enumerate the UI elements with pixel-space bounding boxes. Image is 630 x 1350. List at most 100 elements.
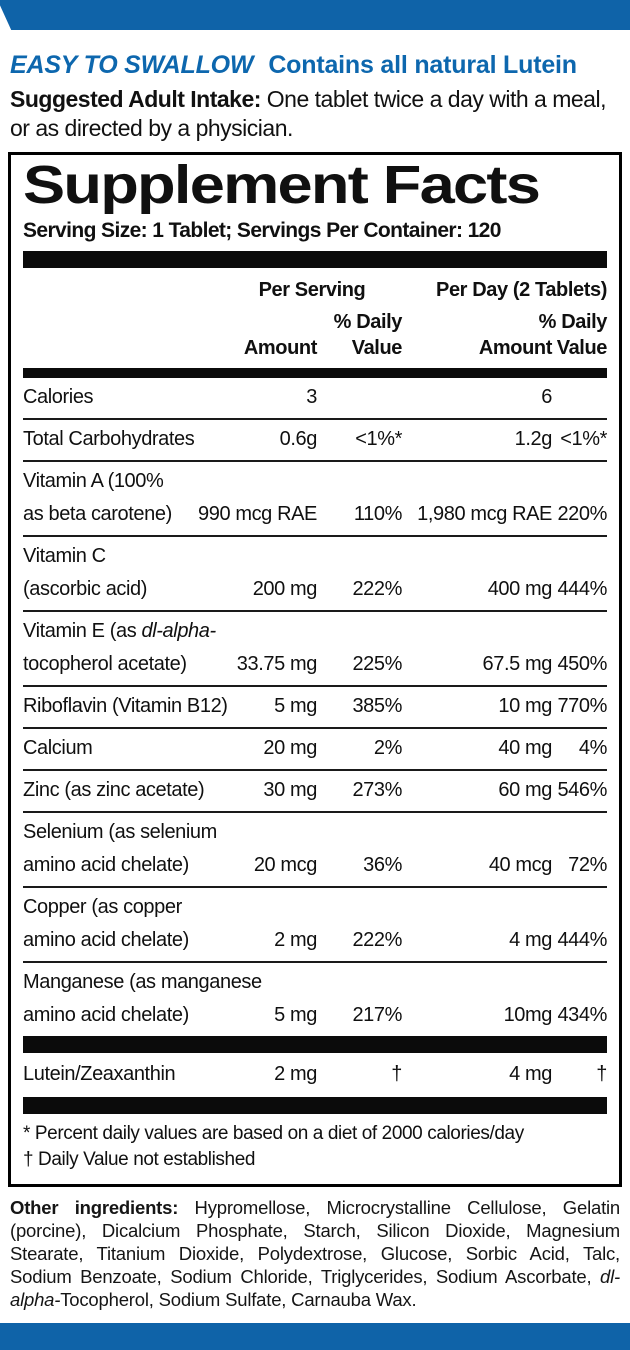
amount-per-serving-value: 5 mg [274,1003,317,1026]
italic-text: dl-alpha- [10,1265,620,1310]
column-group-row: Per Serving Per Day (2 Tablets) [23,277,608,303]
tagline-easy-to-swallow: EASY TO SWALLOW [10,51,254,79]
fact-row-name: Lutein/Zeaxanthin [23,1058,222,1091]
text: Total Carbohydrates [23,427,195,450]
bold-text: Other ingredients: [10,1196,179,1218]
dv-per-day: 444% [552,924,607,957]
dv-per-day-value: 434% [557,1003,607,1026]
text: as beta carotene) [23,502,172,525]
col-amount-per-day: Amount [478,336,553,359]
column-sub-row: Amount Value Amount Value [23,335,608,361]
col-daily-per-serving: % Daily [333,310,403,333]
amount-per-day-value: 40 mcg [488,853,553,876]
dv-per-day: † [552,1058,607,1091]
fact-row-name: Vitamin A (100% as beta carotene) [23,465,222,531]
amount-per-serving-value: 990 mcg RAE [198,502,317,525]
dv-per-serving-value: 385% [352,694,402,717]
amount-per-day: 10mg [402,999,553,1032]
fact-row: Calories 3 6 [23,378,607,418]
dv-per-serving: 385% [317,690,402,723]
text: Vitamin A (100% [23,469,164,492]
dv-per-day: 220% [552,498,607,531]
fact-row-name: Vitamin E (as dl-alpha-tocopherol acetat… [23,615,222,681]
column-headers: Per Serving Per Day (2 Tablets) % Daily … [23,268,608,368]
amount-per-day-value: 40 mg [498,736,552,759]
amount-per-serving-value: 20 mg [263,736,317,759]
amount-per-day: 1,980 mcg RAE [402,498,552,531]
dv-per-serving-value: 2% [373,736,403,759]
dv-per-serving-value: † [391,1062,402,1085]
dv-per-serving: 217% [317,999,402,1032]
dv-per-serving-value: 222% [352,577,402,600]
amount-per-serving: 20 mg [222,732,317,765]
col-value-per-serving: Value [351,336,403,359]
amount-per-day: 4 mg [402,1058,552,1091]
suggested-intake-label: Suggested Adult Intake: [10,86,261,112]
divider-bar-medium [23,367,607,378]
text: tocopherol acetate) [23,652,187,675]
dv-per-serving-value: 222% [352,928,402,951]
fact-row-name: Copper (as copper amino acid chelate) [23,891,222,957]
bottom-banner [0,1323,630,1350]
dv-per-serving: 225% [317,648,402,681]
dv-per-day: 4% [552,732,608,765]
dv-per-serving-value: 225% [352,652,402,675]
fact-row-name: Riboflavin (Vitamin B12) [23,690,228,723]
divider-bar-thick [23,1096,607,1114]
intro-section: EASY TO SWALLOW Contains all natural Lute… [0,30,630,143]
amount-per-serving-value: 2 mg [274,1062,317,1085]
dv-per-serving: 222% [317,573,402,606]
dv-per-serving-value: 36% [363,853,402,876]
text: Lutein/Zeaxanthin [23,1062,176,1085]
dv-per-serving-value: <1%* [355,427,402,450]
col-value-per-day: Value [556,336,608,359]
fact-rows: Calories 3 6 Total Carbohydrates 0.6g <1%* 1.2… [23,378,607,1036]
dv-per-serving: 36% [317,849,402,882]
divider-bar-thick [23,1035,607,1053]
amount-per-serving: 5 mg [222,690,317,723]
amount-per-day-value: 4 mg [509,928,552,951]
dv-per-serving: 2% [317,732,403,765]
dv-per-day-value: 450% [557,652,607,675]
dv-per-serving-value: 217% [352,1003,402,1026]
banner-notch [0,5,12,30]
dv-per-day: 434% [552,999,607,1032]
amount-per-serving-value: 200 mg [252,577,318,600]
amount-per-serving: 0.6g [222,423,318,456]
text: amino acid chelate) [23,1003,189,1026]
dv-per-day: <1%* [552,423,607,456]
fact-row: Vitamin E (as dl-alpha-tocopherol acetat… [23,609,607,685]
amount-per-day-value: 400 mg [487,577,553,600]
amount-per-serving: 5 mg [222,999,317,1032]
col-amount-per-serving: Amount [243,336,318,359]
dv-per-day-value: <1%* [560,427,607,450]
amount-per-serving: 33.75 mg [222,648,318,681]
amount-per-day: 67.5 mg [402,648,553,681]
amount-per-serving-value: 20 mcg [253,853,318,876]
column-spacer [23,277,222,303]
dv-per-day-value: 4% [578,736,608,759]
fact-row: Vitamin A (100% as beta carotene) 990 mcg … [23,459,607,535]
amount-per-day-value: 1.2g [514,427,553,450]
dv-per-day-value: 72% [568,853,607,876]
amount-per-day-value: 4 mg [509,1062,552,1085]
text: (ascorbic acid) [23,577,148,600]
dv-per-day-value: 444% [557,577,607,600]
amount-per-serving: 2 mg [222,924,317,957]
amount-per-day-value: 10 mg [498,694,552,717]
text: amino acid chelate) [23,928,189,951]
amount-per-serving-value: 0.6g [279,427,318,450]
footnote: * Percent daily values are based on a di… [23,1122,524,1144]
fact-row: Copper (as copper amino acid chelate) 2 mg… [23,885,607,961]
amount-per-day: 10 mg [402,690,552,723]
amount-per-day: 6 [402,381,552,414]
dv-per-day-value: 770% [557,694,607,717]
fact-row-name: Manganese (as manganese amino acid chelat… [23,966,262,1032]
amount-per-serving: 20 mcg [222,849,318,882]
fact-row-name: Calories [23,381,222,414]
amount-per-serving: 2 mg [222,1058,317,1091]
amount-per-day: 60 mg [402,774,552,807]
fact-row: Calcium 20 mg 2% 40 mg 4% [23,726,608,769]
fact-row: Zinc (as zinc acetate) 30 mg 273% 60 mg 546% [23,768,607,811]
amount-per-serving-value: 33.75 mg [236,652,318,675]
